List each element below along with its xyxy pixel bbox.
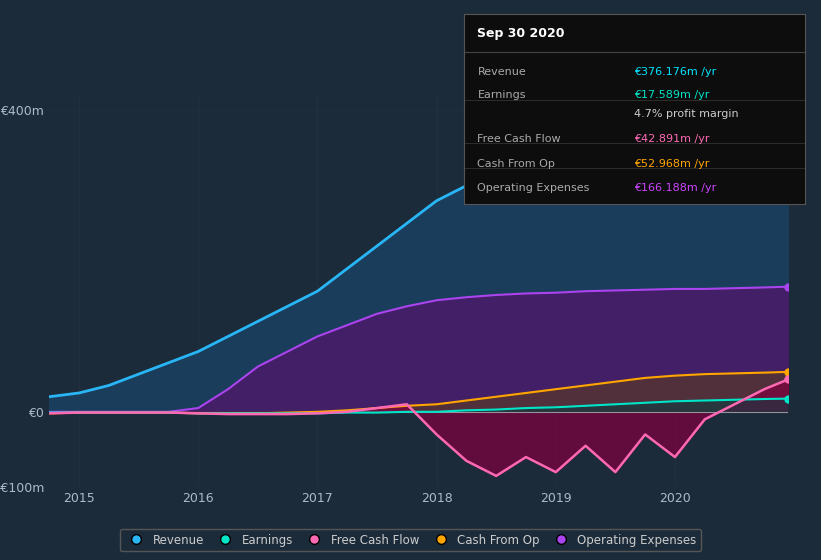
Text: Operating Expenses: Operating Expenses (478, 184, 589, 193)
Text: 4.7% profit margin: 4.7% profit margin (635, 109, 739, 119)
Legend: Revenue, Earnings, Free Cash Flow, Cash From Op, Operating Expenses: Revenue, Earnings, Free Cash Flow, Cash … (120, 529, 701, 551)
Text: €166.188m /yr: €166.188m /yr (635, 184, 717, 193)
Text: €42.891m /yr: €42.891m /yr (635, 134, 709, 144)
Text: €52.968m /yr: €52.968m /yr (635, 158, 709, 169)
Text: Earnings: Earnings (478, 90, 526, 100)
Text: Free Cash Flow: Free Cash Flow (478, 134, 561, 144)
Text: Sep 30 2020: Sep 30 2020 (478, 27, 565, 40)
Text: Revenue: Revenue (478, 67, 526, 77)
Text: €376.176m /yr: €376.176m /yr (635, 67, 717, 77)
Text: Cash From Op: Cash From Op (478, 158, 555, 169)
Text: €17.589m /yr: €17.589m /yr (635, 90, 709, 100)
